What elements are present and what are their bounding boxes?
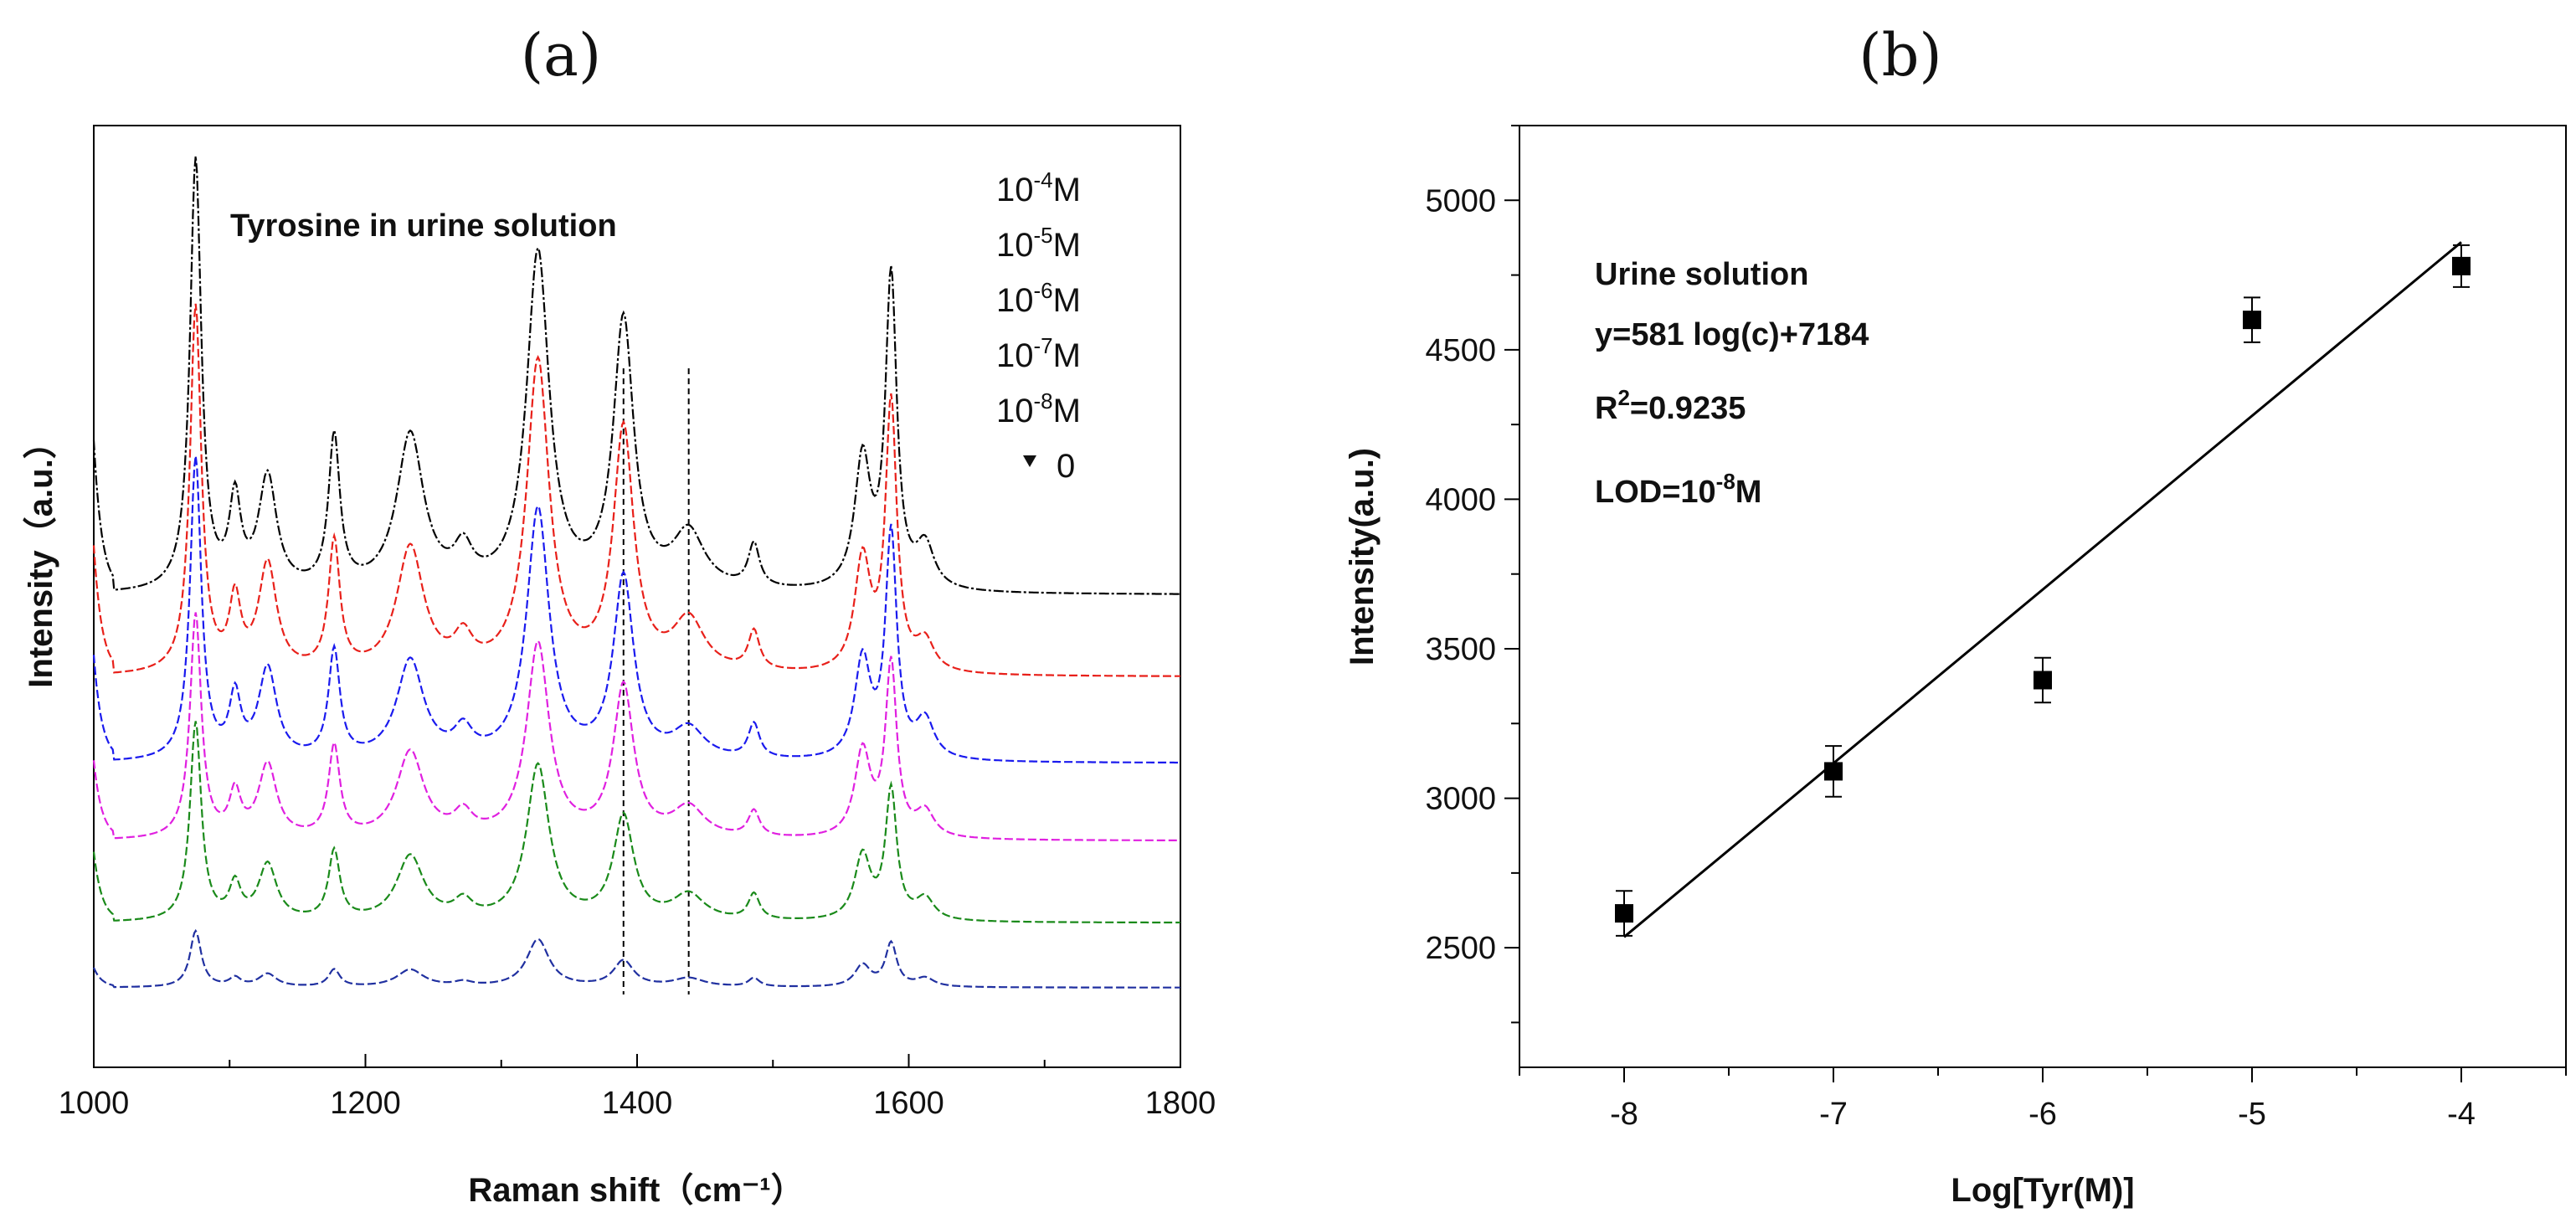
chart-b-xlabel: Log[Tyr(M)] xyxy=(1951,1172,2134,1209)
legend-marker xyxy=(1023,455,1036,467)
annotation-r2: R2=0.9235 xyxy=(1595,385,1746,426)
chart-a-ylabel: Intensity（a.u.） xyxy=(23,425,59,687)
spectrum-line xyxy=(92,455,1180,764)
annotation-lod-exp: -8 xyxy=(1716,469,1735,494)
annotation-title: Urine solution xyxy=(1595,257,1808,292)
chart-a-xtick-label: 1400 xyxy=(602,1086,673,1121)
chart-b-xtick-label: -7 xyxy=(1819,1097,1848,1132)
legend-item: 10-8M xyxy=(996,388,1081,429)
chart-b-ytick-label: 2500 xyxy=(1425,931,1496,966)
fit-line xyxy=(1623,241,2462,938)
panel-label-a: (a) xyxy=(521,21,601,90)
chart-b-xtick-label: -5 xyxy=(2238,1097,2266,1132)
annotation-equation: y=581 log(c)+7184 xyxy=(1595,317,1869,352)
data-point xyxy=(2034,656,2052,704)
data-point xyxy=(1824,745,1843,798)
chart-b-ytick-label: 3000 xyxy=(1425,782,1496,817)
spectrum-line xyxy=(92,612,1180,841)
chart-a-frame xyxy=(93,125,1181,1068)
chart-b-ytick-label: 4000 xyxy=(1425,482,1496,517)
chart-a-xlabel: Raman shift（cm⁻¹） xyxy=(468,1172,804,1209)
annotation-lod: LOD=10-8M xyxy=(1595,469,1761,510)
data-point xyxy=(2452,244,2471,288)
chart-b-ytick-label: 4500 xyxy=(1425,333,1496,368)
legend-item: 10-6M xyxy=(996,278,1081,319)
data-point xyxy=(1615,890,1633,937)
spectrum-line xyxy=(92,721,1180,924)
spectrum-line xyxy=(92,156,1180,595)
spectrum-line xyxy=(92,928,1180,989)
annotation-r2-prefix: R xyxy=(1595,391,1617,426)
chart-a: 1000 1200 1400 1600 1800 Tyrosine in urine s… xyxy=(23,125,1216,1209)
annotation-r2-exp: 2 xyxy=(1617,385,1629,410)
chart-b-xtick-label: -4 xyxy=(2447,1097,2476,1132)
annotation-lod-prefix: LOD=10 xyxy=(1595,475,1716,510)
legend-item: 0 xyxy=(1057,448,1075,485)
panel-label-b: (b) xyxy=(1859,21,1941,90)
legend-item: 10-7M xyxy=(996,333,1081,374)
chart-b-ytick-label: 3500 xyxy=(1425,632,1496,667)
chart-a-title: Tyrosine in urine solution xyxy=(230,208,617,244)
chart-a-xtick-label: 1000 xyxy=(59,1086,130,1121)
annotation-r2-value: =0.9235 xyxy=(1630,391,1746,426)
chart-a-xtick-label: 1200 xyxy=(330,1086,401,1121)
legend-item: 10-5M xyxy=(996,223,1081,264)
chart-a-legend: 10-4M 10-5M 10-6M 10-7M 10-8M 0 xyxy=(996,167,1081,485)
chart-b-ylabel: Intensity(a.u.) xyxy=(1344,448,1381,666)
data-point xyxy=(2243,296,2261,343)
chart-b-annotations: Urine solution y=581 log(c)+7184 R2=0.92… xyxy=(1595,257,1869,510)
chart-b-ytick-label: 5000 xyxy=(1425,183,1496,218)
chart-a-xtick-label: 1800 xyxy=(1145,1086,1216,1121)
legend-item: 10-4M xyxy=(996,167,1081,208)
spectrum-line xyxy=(92,303,1180,677)
annotation-lod-unit: M xyxy=(1735,475,1762,510)
chart-b-xtick-label: -8 xyxy=(1610,1097,1638,1132)
chart-b-xtick-label: -6 xyxy=(2028,1097,2057,1132)
chart-b: -8 -7 -6 -5 -4 2500 3000 3500 4000 4500 5000 Urine… xyxy=(1344,125,2567,1209)
chart-a-xtick-label: 1600 xyxy=(873,1086,944,1121)
